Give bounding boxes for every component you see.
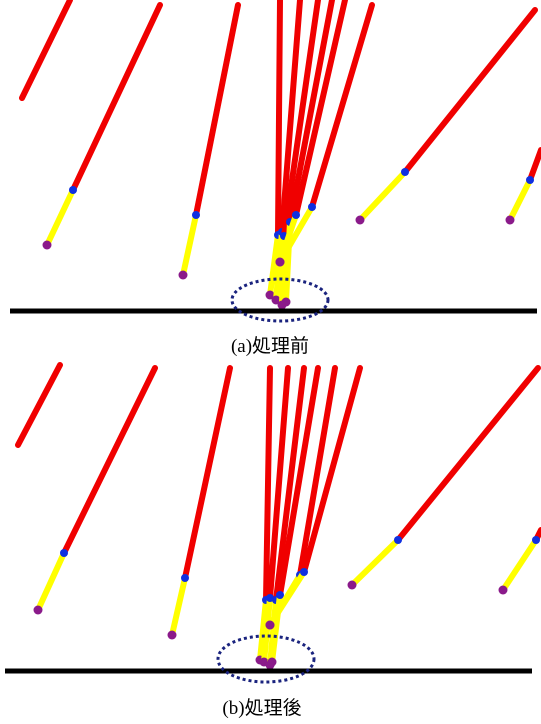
rod-tip (506, 216, 515, 225)
rod-upper (22, 0, 70, 98)
rod-joint (526, 176, 534, 184)
rod-upper (73, 5, 160, 190)
rod-tip (499, 586, 508, 595)
rod-tip (268, 658, 277, 667)
rod-joint (292, 211, 300, 219)
rod-tip (168, 631, 177, 640)
rod-tip (348, 581, 357, 590)
rod-lower (510, 180, 530, 220)
rod-tip (282, 298, 291, 307)
rod-tip (266, 621, 275, 630)
rod-lower (503, 540, 536, 590)
rod-joint (181, 574, 189, 582)
panel-a (22, 0, 541, 310)
rod-tip (43, 241, 52, 250)
rod-lower (183, 215, 196, 275)
rod-tip (276, 258, 285, 267)
rod-joint (300, 568, 308, 576)
rod-lower (38, 553, 64, 610)
rod-joint (60, 549, 68, 557)
caption: (b)処理後 (222, 697, 301, 719)
rod-joint (276, 591, 284, 599)
figure: (a)処理前 (b)処理後 (0, 0, 541, 724)
rod-upper (266, 368, 270, 600)
rod-joint (532, 536, 540, 544)
rod-upper (185, 368, 230, 578)
rod-upper (405, 10, 535, 172)
rod-joint (192, 211, 200, 219)
rod-tip (179, 271, 188, 280)
rod-lower (352, 540, 398, 585)
rod-lower (47, 190, 73, 245)
rod-joint (401, 168, 409, 176)
rod-upper (398, 368, 538, 540)
rod-upper (278, 0, 280, 235)
rod-upper (18, 365, 60, 445)
rod-upper (530, 150, 541, 180)
panel-b (18, 365, 541, 670)
rod-tip (356, 216, 365, 225)
rod-lower (172, 578, 185, 635)
rod-lower (360, 172, 405, 220)
rod-upper (196, 5, 238, 215)
rod-joint (394, 536, 402, 544)
rod-joint (308, 203, 316, 211)
rod-joint (69, 186, 77, 194)
rod-upper (64, 368, 155, 553)
caption: (a)処理前 (231, 335, 309, 357)
rod-tip (34, 606, 43, 615)
